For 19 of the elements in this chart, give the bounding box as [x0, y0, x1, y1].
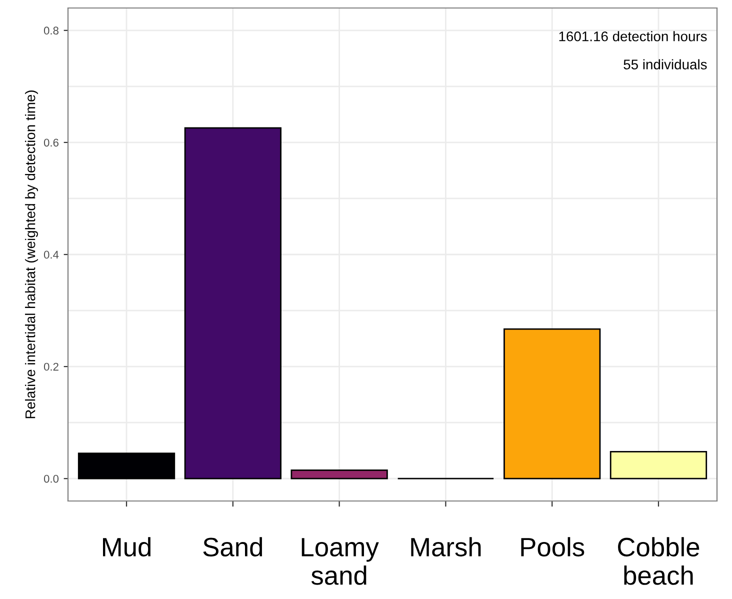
x-tick-label: Pools	[521, 537, 584, 556]
y-tick-label: 0.0	[44, 474, 59, 483]
x-tick-label: Cobble beach	[618, 537, 700, 585]
bar	[184, 127, 282, 480]
y-tick-label: 0.4	[44, 250, 59, 259]
y-tick-label: 0.8	[44, 26, 58, 35]
annotation: 55 individuals	[624, 59, 707, 70]
x-tick-label: Mud	[103, 537, 150, 556]
bar	[610, 451, 708, 480]
y-tick-label: 0.2	[44, 362, 58, 371]
x-tick-label: Loamy sand	[302, 538, 379, 585]
bar	[290, 469, 388, 480]
y-tick-label: 0.6	[44, 138, 58, 147]
bar	[504, 328, 601, 480]
x-tick-label: Marsh	[411, 537, 481, 556]
bar	[78, 452, 176, 480]
annotation: 1601.16 detection hours	[559, 31, 707, 42]
y-axis-title: Relative intertidal habitat (weighted by detection time)	[25, 90, 38, 418]
x-tick-label: Sand	[203, 537, 262, 556]
